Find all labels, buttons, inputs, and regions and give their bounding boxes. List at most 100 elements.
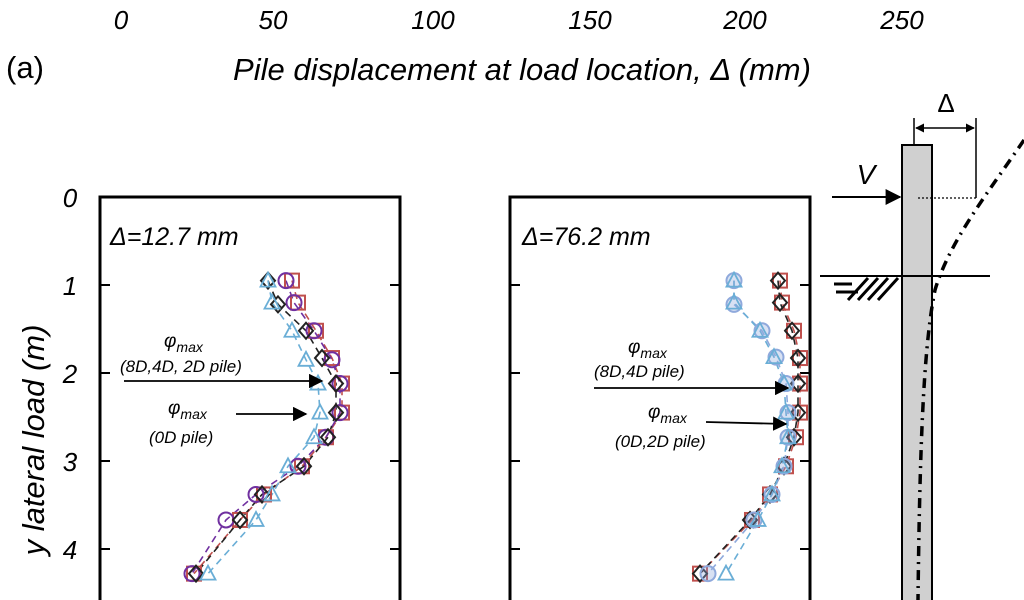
diamond-data-point — [259, 271, 277, 291]
circle-data-point — [305, 322, 323, 340]
top-tick-label: 150 — [568, 5, 612, 35]
triangle-data-point — [278, 456, 298, 474]
y-tick-label: 3 — [63, 447, 78, 477]
triangle-data-point — [778, 427, 798, 445]
panel-label: (a) — [6, 50, 44, 85]
triangle-data-point — [716, 563, 736, 581]
y-axis-title: y lateral load (m) — [16, 325, 51, 558]
diamond-data-point — [327, 374, 345, 394]
deflected-shape — [916, 139, 1024, 600]
phi-max-label: φmax — [628, 337, 668, 361]
diamond-data-point — [691, 564, 709, 584]
circle-data-point — [331, 375, 349, 393]
diamond-series-line — [699, 280, 799, 575]
circle-data-point — [277, 272, 295, 290]
diamond-data-point — [789, 348, 807, 368]
circle-series-line — [707, 280, 789, 575]
top-axis-ticks: 0 50 100 150 200 250 — [114, 5, 924, 35]
right-panel-title: Δ=76.2 mm — [521, 223, 651, 251]
right-panel-markers — [691, 270, 808, 584]
triangle-data-point — [724, 292, 744, 310]
diamond-data-point — [783, 321, 801, 341]
top-axis-title: Pile displacement at load location, Δ (m… — [233, 52, 811, 87]
annotation-text: (0D,2D pile) — [615, 432, 706, 451]
triangle-data-point — [748, 510, 768, 527]
diamond-data-point — [771, 293, 789, 313]
right-panel-frame — [508, 195, 812, 600]
annotation-text: (8D,4D pile) — [594, 362, 685, 381]
triangle-data-point — [258, 270, 278, 288]
triangle-data-point — [296, 349, 316, 367]
triangle-series-line — [207, 280, 321, 575]
circle-series-line — [191, 280, 341, 575]
pile-schematic: V Δ — [820, 88, 1024, 600]
triangle-data-point — [724, 270, 744, 288]
pile — [901, 144, 933, 600]
y-tick-label: 1 — [63, 271, 77, 301]
right-panel-trend-lines — [699, 280, 801, 575]
top-tick-label: 50 — [259, 5, 288, 35]
circle-data-point — [289, 457, 307, 475]
triangle-data-point — [762, 484, 782, 502]
triangle-data-point — [304, 427, 324, 445]
top-tick-label: 100 — [411, 5, 455, 35]
y-tick-label: 2 — [62, 359, 78, 389]
diamond-data-point — [253, 484, 271, 504]
triangle-data-point — [764, 347, 784, 365]
triangle-data-point — [198, 563, 218, 581]
diamond-data-point — [269, 294, 287, 314]
right-annotation-2: φmax (0D,2D pile) — [615, 402, 788, 451]
diamond-data-point — [769, 271, 787, 291]
triangle-series-line — [725, 280, 789, 575]
diamond-data-point — [187, 564, 205, 584]
right-annotation-1: φmax (8D,4D pile) — [594, 337, 790, 396]
diamond-data-point — [319, 427, 337, 447]
triangle-data-point — [262, 484, 282, 502]
top-tick-label: 0 — [114, 5, 129, 35]
annotation-text: (0D pile) — [149, 428, 213, 447]
left-panel-ticks — [100, 284, 400, 550]
square-series-line — [699, 280, 801, 575]
left-annotation-2: φmax (0D pile) — [149, 398, 308, 447]
triangle-data-point — [282, 320, 302, 338]
diamond-data-point — [295, 456, 313, 476]
diamond-data-point — [785, 427, 803, 447]
diamond-data-point — [297, 321, 315, 341]
circle-data-point — [183, 565, 201, 583]
annotation-text: (8D,4D, 2D pile) — [120, 357, 242, 376]
left-panel-title: Δ=12.7 mm — [109, 223, 239, 251]
left-panel-frame — [98, 195, 402, 600]
top-tick-label: 200 — [722, 5, 767, 35]
triangle-data-point — [310, 402, 330, 420]
circle-data-point — [285, 294, 303, 312]
displacement-label: Δ — [937, 88, 954, 118]
triangle-data-point — [246, 510, 266, 527]
phi-max-label: φmax — [648, 402, 688, 426]
y-tick-label: 4 — [63, 535, 77, 565]
diamond-data-point — [327, 403, 345, 423]
y-tick-labels: 0 1 2 3 4 — [62, 183, 78, 565]
diamond-data-point — [231, 510, 249, 530]
circle-data-point — [699, 565, 717, 583]
square-data-point — [284, 272, 300, 289]
right-panel-ticks — [510, 284, 810, 550]
right-panel: Δ=76.2 mm φmax (8D,4D pile) φmax (0D,2D … — [508, 195, 812, 600]
triangle-data-point — [750, 320, 770, 338]
ground-hatch — [834, 276, 900, 302]
diamond-data-point — [789, 403, 807, 423]
circle-data-point — [323, 351, 341, 369]
diamond-data-point — [313, 348, 331, 368]
y-tick-label: 0 — [63, 183, 78, 213]
phi-max-label: φmax — [164, 331, 204, 355]
top-tick-label: 250 — [879, 5, 924, 35]
left-panel: Δ=12.7 mm φmax (8D,4D, 2D pile) φmax (0D… — [98, 195, 402, 600]
left-panel-markers — [183, 270, 350, 584]
annotation-arrow — [705, 416, 788, 431]
circle-data-point — [247, 485, 265, 503]
triangle-data-point — [262, 292, 282, 310]
phi-max-label: φmax — [168, 398, 208, 422]
load-label: V — [857, 159, 878, 190]
triangle-data-point — [772, 456, 792, 474]
left-annotation-1: φmax (8D,4D, 2D pile) — [120, 331, 324, 389]
